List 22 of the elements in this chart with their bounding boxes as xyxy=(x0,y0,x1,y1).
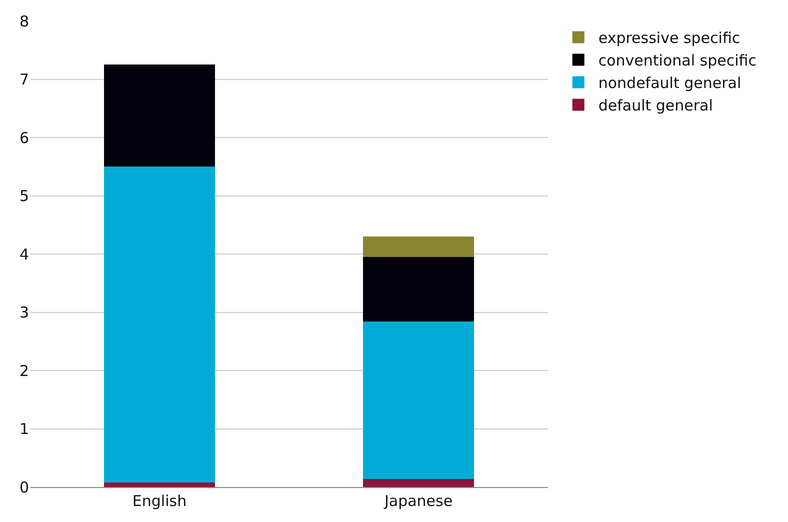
y-tick-label: 2 xyxy=(19,362,29,380)
y-tick-label: 4 xyxy=(19,245,29,264)
y-tick-label: 8 xyxy=(19,12,29,30)
bar xyxy=(104,64,216,167)
y-tick-label: 6 xyxy=(19,128,29,147)
x-tick-label: English xyxy=(132,492,187,510)
y-tick-label: 0 xyxy=(19,478,29,496)
legend-label: nondefault general xyxy=(598,74,742,92)
bar xyxy=(362,478,474,487)
bar xyxy=(104,482,216,487)
bar xyxy=(362,322,474,479)
y-tick-label: 1 xyxy=(19,420,29,438)
x-tick-label: Japanese xyxy=(383,492,453,510)
bar xyxy=(362,236,474,257)
bar xyxy=(104,166,216,482)
y-tick-label: 3 xyxy=(19,304,29,322)
y-tick-label: 7 xyxy=(19,70,29,88)
bar xyxy=(362,256,474,322)
legend-label: conventional specific xyxy=(598,52,756,70)
legend-label: expressive specific xyxy=(598,29,740,48)
y-tick-label: 5 xyxy=(19,187,29,205)
legend-label: default general xyxy=(598,96,713,115)
